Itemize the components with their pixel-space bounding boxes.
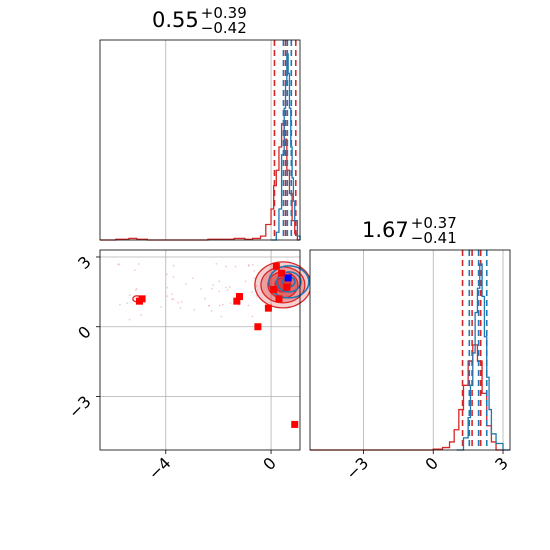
scatter-sample-dot	[160, 306, 162, 308]
red-marker-3	[135, 297, 143, 305]
scatter-sample-dot	[191, 277, 194, 280]
hist-y-hist-series-1	[456, 263, 510, 451]
scatter-sample-dot	[244, 280, 247, 283]
scatter-sample-dot	[218, 304, 221, 307]
scatter-sample-dot	[221, 303, 224, 306]
red-marker-5	[233, 297, 241, 305]
left-y-tick-label: 0	[74, 322, 95, 343]
scatter-sample-dot	[137, 263, 140, 265]
scatter-sample-dot	[247, 304, 250, 307]
title-x-minus: −0.42	[200, 19, 247, 37]
red-marker-10	[275, 295, 283, 303]
blue-contour-1	[276, 271, 302, 293]
scatter-sample-dot	[184, 283, 187, 285]
right-x-tick-label: −3	[342, 453, 372, 483]
scatter-sample-dot	[193, 308, 196, 311]
title-y-minus: −0.41	[410, 229, 457, 247]
scatter-sample-dot	[211, 287, 213, 290]
left-y-tick-label: 3	[74, 252, 95, 273]
scatter-sample-dot	[171, 298, 174, 300]
scatter-sample-dot	[212, 283, 215, 286]
left-y-tick-label: −3	[65, 392, 95, 422]
left-x-tick-label: 0	[259, 453, 280, 474]
scatter-sample-dot	[234, 265, 237, 268]
red-marker-9	[270, 286, 278, 294]
hist-x-panel	[99, 39, 301, 241]
scatter-sample-dot	[208, 304, 211, 307]
title-y-value: 1.67	[362, 218, 409, 242]
blue-marker-0	[284, 274, 292, 282]
red-marker-11	[283, 283, 291, 291]
scatter-sample-dot	[215, 262, 218, 265]
scatter-sample-dot	[204, 297, 206, 300]
scatter-sample-dot	[251, 315, 254, 318]
red-marker-6	[264, 304, 272, 312]
scatter-sample-dot	[166, 295, 169, 297]
scatter-panel	[99, 249, 312, 451]
scatter-sample-dot	[119, 303, 121, 306]
scatter-sample-dot	[171, 293, 174, 296]
scatter-sample-dot	[253, 277, 256, 280]
hist-x-background	[100, 40, 300, 240]
red-marker-8	[291, 420, 299, 428]
scatter-sample-dot	[220, 315, 223, 318]
scatter-sample-dot	[229, 302, 232, 305]
scatter-sample-dot	[133, 269, 136, 272]
scatter-sample-dot	[251, 291, 253, 293]
scatter-sample-dot	[218, 290, 221, 293]
hist-y-frame	[309, 249, 511, 451]
scatter-sample-dot	[166, 286, 169, 289]
scatter-sample-dot	[210, 310, 213, 312]
scatter-sample-dot	[128, 318, 131, 321]
scatter-sample-dot	[180, 301, 183, 303]
scatter-sample-dot	[225, 286, 227, 289]
scatter-sample-dot	[135, 287, 138, 290]
scatter-sample-dot	[140, 314, 142, 316]
scatter-sample-dot	[251, 263, 254, 266]
red-marker-1	[278, 269, 286, 277]
hist-y-hist-series-0	[310, 344, 504, 451]
scatter-sample-dot	[200, 288, 202, 290]
title-x-value: 0.55	[152, 8, 199, 32]
scatter-sample-dot	[255, 285, 258, 287]
scatter-sample-dot	[172, 264, 175, 267]
scatter-sample-dot	[218, 280, 221, 283]
scatter-sample-dot	[117, 263, 120, 266]
scatter-sample-dot	[247, 263, 250, 266]
panel-title-y: 1.67 +0.37 −0.41	[362, 216, 457, 246]
scatter-background	[100, 250, 300, 450]
scatter-sample-dot	[237, 304, 240, 307]
title-y-plus: +0.37	[410, 214, 457, 232]
scatter-sample-dot	[172, 276, 175, 278]
scatter-sample-dot	[253, 270, 256, 272]
red-marker-7	[254, 323, 262, 331]
scatter-sample-dot	[134, 289, 137, 292]
red-marker-0	[272, 262, 280, 270]
scatter-sample-dot	[128, 294, 131, 297]
left-x-tick-label: −4	[144, 453, 174, 483]
hist-y-background	[310, 250, 510, 450]
scatter-sample-dot	[224, 265, 227, 268]
scatter-sample-dot	[166, 273, 168, 276]
panel-title-x: 0.55 +0.39 −0.42	[152, 6, 247, 36]
right-x-tick-label: 3	[491, 453, 512, 474]
hist-y-panel	[309, 249, 511, 451]
red-marker-4	[235, 293, 243, 301]
scatter-sample-dot	[177, 301, 180, 304]
title-x-plus: +0.39	[200, 4, 247, 22]
blue-contour-0	[268, 265, 310, 299]
hist-x-frame	[99, 39, 301, 241]
right-x-tick-label: 0	[421, 453, 442, 474]
scatter-sample-dot	[179, 307, 182, 310]
scatter-sample-dot	[126, 302, 128, 305]
scatter-sample-dot	[226, 289, 229, 292]
scatter-sample-dot	[228, 286, 231, 288]
scatter-frame	[99, 249, 301, 451]
